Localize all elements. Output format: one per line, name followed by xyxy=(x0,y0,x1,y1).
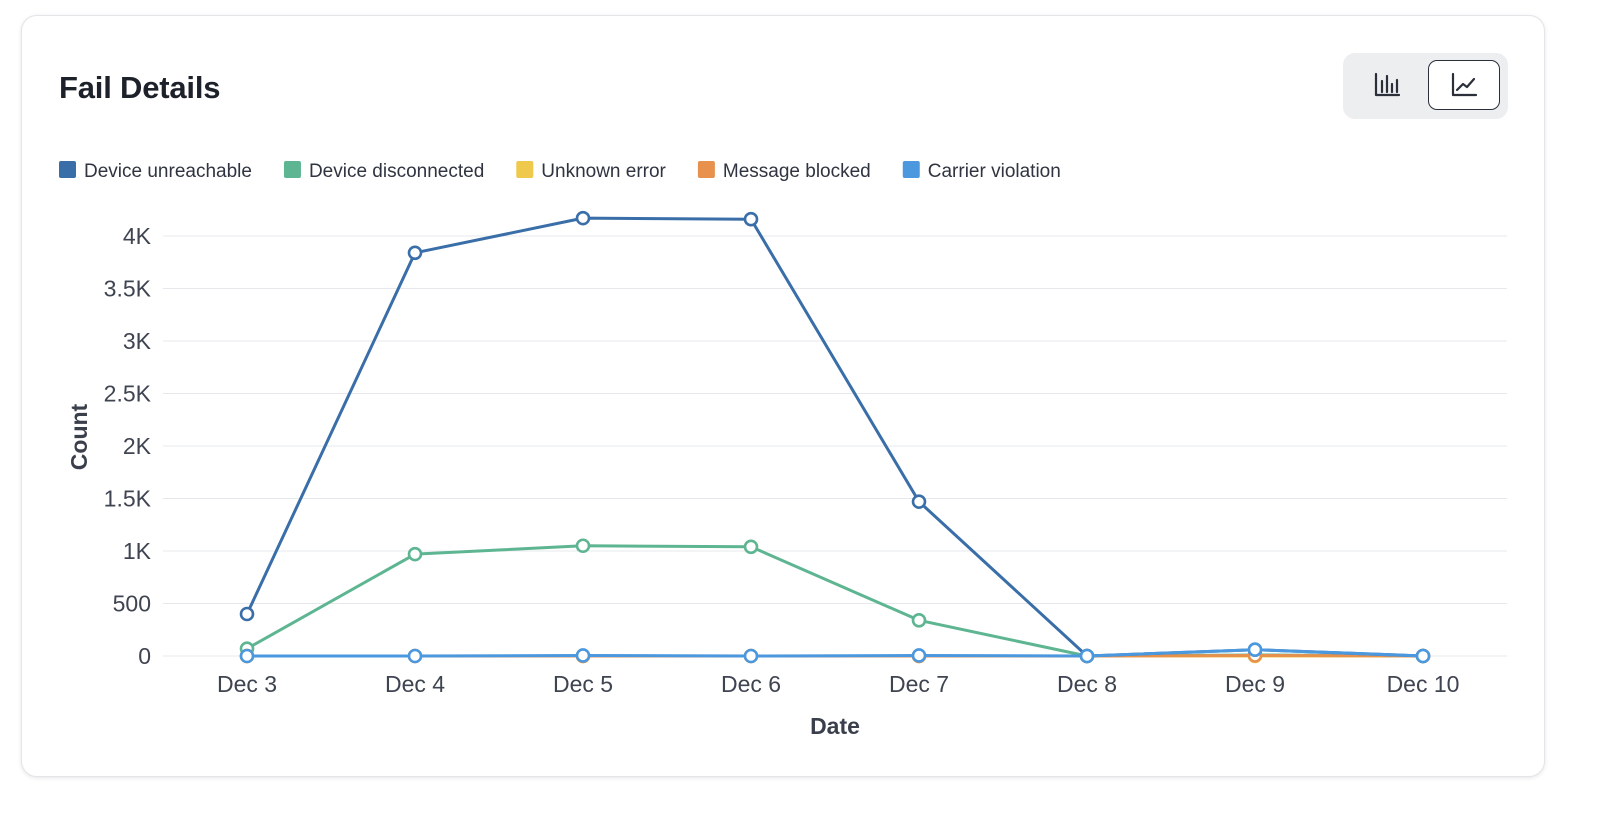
x-tick-label: Dec 3 xyxy=(217,671,277,697)
data-point xyxy=(743,648,759,664)
line-chart-toggle-button[interactable] xyxy=(1428,60,1500,110)
y-tick-label: 500 xyxy=(113,591,151,617)
legend-item: Carrier violation xyxy=(902,161,1061,182)
data-point xyxy=(911,648,927,663)
legend-label: Device disconnected xyxy=(309,161,484,182)
card-title: Fail Details xyxy=(59,70,221,105)
legend-item: Device disconnected xyxy=(283,161,484,182)
data-point xyxy=(407,546,423,562)
x-tick-label: Dec 9 xyxy=(1225,671,1285,697)
data-point xyxy=(911,494,927,509)
x-tick-label: Dec 8 xyxy=(1057,671,1117,697)
data-point xyxy=(575,210,591,226)
series-line xyxy=(245,216,1425,658)
chart-type-toggle xyxy=(1343,53,1508,119)
data-point xyxy=(911,612,927,628)
y-tick-label: 1K xyxy=(123,538,152,564)
data-point xyxy=(743,539,759,555)
data-point xyxy=(575,538,591,554)
y-axis: 0 500 1K 1.5K 2K 2.5K 3K 3.5K 4K Count xyxy=(66,223,152,669)
legend-label: Carrier violation xyxy=(928,161,1061,182)
y-tick-label: 4K xyxy=(123,223,152,249)
line-chart-icon xyxy=(1451,72,1478,97)
series-carrier-violation xyxy=(239,642,1431,664)
legend-label: Device unreachable xyxy=(84,161,252,182)
data-point xyxy=(1415,648,1431,664)
y-axis-title: Count xyxy=(66,403,92,470)
legend-label: Unknown error xyxy=(541,161,666,182)
y-tick-label: 0 xyxy=(138,643,151,669)
legend-item: Device unreachable xyxy=(59,161,252,182)
chart-legend: Device unreachable Device disconnected Unk… xyxy=(59,161,1061,182)
legend-swatch xyxy=(59,161,76,178)
x-tick-label: Dec 5 xyxy=(553,671,613,697)
bar-chart-icon xyxy=(1374,72,1401,97)
legend-swatch xyxy=(697,161,715,178)
series-line xyxy=(245,544,1425,658)
data-point xyxy=(1247,642,1263,658)
bar-chart-toggle-button[interactable] xyxy=(1351,60,1423,110)
data-point xyxy=(407,245,423,261)
legend-swatch xyxy=(516,161,534,178)
y-tick-label: 2K xyxy=(123,433,152,459)
data-point xyxy=(239,648,255,664)
fail-details-card: Fail Details xyxy=(21,15,1545,777)
x-tick-label: Dec 7 xyxy=(889,671,949,697)
series-group xyxy=(239,210,1431,664)
x-axis: Dec 3 Dec 4 Dec 5 Dec 6 Dec 7 Dec 8 Dec 9 Dec 1… xyxy=(217,671,1459,739)
legend-item: Unknown error xyxy=(516,161,667,182)
series-device-disconnected xyxy=(239,538,1431,664)
data-point xyxy=(575,648,591,663)
data-point xyxy=(407,648,423,664)
x-tick-label: Dec 6 xyxy=(721,671,781,697)
legend-swatch xyxy=(902,161,920,178)
y-tick-label: 2.5K xyxy=(104,381,152,407)
data-point xyxy=(1079,648,1095,664)
y-tick-label: 3.5K xyxy=(104,276,152,302)
x-tick-label: Dec 4 xyxy=(385,671,445,697)
series-line xyxy=(245,648,1425,658)
legend-swatch xyxy=(283,161,301,178)
data-point xyxy=(743,211,759,227)
legend-label: Message blocked xyxy=(723,161,871,182)
x-tick-label: Dec 10 xyxy=(1387,671,1460,697)
data-point xyxy=(239,606,255,622)
series-device-unreachable xyxy=(239,210,1431,664)
y-tick-label: 1.5K xyxy=(104,486,152,512)
legend-item: Message blocked xyxy=(697,161,871,182)
y-tick-label: 3K xyxy=(123,328,152,354)
grid-lines xyxy=(163,235,1507,657)
x-axis-title: Date xyxy=(810,713,860,739)
